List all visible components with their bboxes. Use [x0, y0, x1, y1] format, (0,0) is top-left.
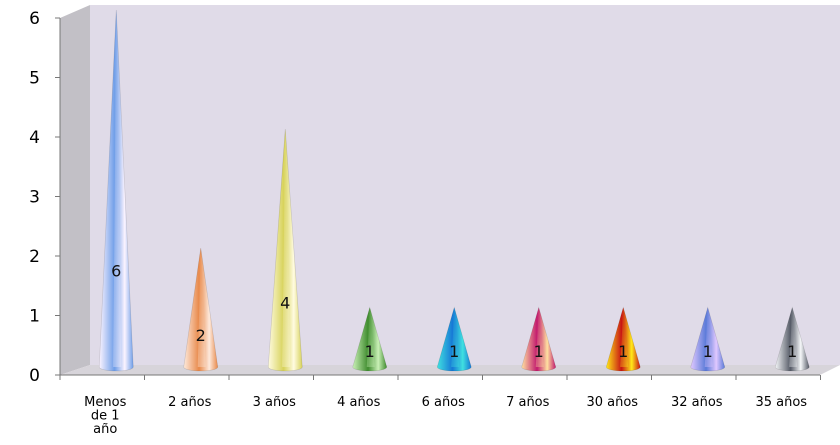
side-wall — [60, 5, 90, 375]
cone-bar — [183, 247, 219, 372]
cone-highlight — [535, 307, 544, 367]
y-tick-label: 5 — [29, 69, 40, 89]
data-label: 1 — [618, 342, 628, 361]
data-label: 1 — [365, 342, 375, 361]
data-label: 6 — [111, 262, 121, 281]
cone-bar — [98, 9, 134, 372]
cone-bar — [267, 128, 303, 372]
data-label: 1 — [534, 342, 544, 361]
cone-bar — [352, 306, 388, 372]
data-label: 1 — [787, 342, 797, 361]
x-category-label: 32 años — [671, 395, 723, 410]
data-label: 1 — [703, 342, 713, 361]
data-labels: 6 2 4 1 1 1 1 1 1 — [111, 262, 797, 361]
data-label: 2 — [196, 326, 206, 345]
x-category-label: 30 años — [586, 395, 638, 410]
y-tick-label: 2 — [29, 247, 40, 267]
cone-bar — [436, 306, 472, 372]
y-tick-label: 0 — [29, 366, 40, 386]
cone-bar — [774, 306, 810, 372]
cone-highlight — [451, 307, 460, 367]
cone-highlight — [282, 129, 291, 367]
cone-bar — [690, 306, 726, 372]
cone-highlight — [704, 307, 713, 367]
cone-highlight — [113, 10, 122, 367]
x-category-label: 3 años — [253, 395, 297, 410]
y-tick-label: 1 — [29, 307, 40, 327]
category-labels: Menos de 1 año 2 años 3 años 4 años 6 años 7 añ… — [59, 375, 821, 437]
x-category-label: 6 años — [422, 395, 466, 410]
data-label: 4 — [280, 294, 290, 313]
y-tick-label: 3 — [29, 188, 40, 208]
back-wall — [90, 5, 840, 365]
x-category-label: 2 años — [168, 395, 212, 410]
cone-bar — [605, 306, 641, 372]
data-label: 1 — [449, 342, 459, 361]
x-category-label: 7 años — [506, 395, 550, 410]
y-tick-label: 6 — [29, 9, 40, 29]
y-tick-labels: 0 1 2 3 4 5 6 — [29, 9, 60, 386]
cone-highlight — [197, 248, 206, 367]
x-category-label: 35 años — [755, 395, 807, 410]
cone-highlight — [366, 307, 375, 367]
cone-bars — [98, 9, 810, 372]
plot-background — [60, 5, 840, 375]
cone-bar — [521, 306, 557, 372]
x-category-label: Menos de 1 año — [84, 395, 126, 437]
x-category-label: 4 años — [337, 395, 381, 410]
y-tick-label: 4 — [29, 128, 40, 148]
cone-highlight — [789, 307, 798, 367]
cone-highlight — [620, 307, 629, 367]
